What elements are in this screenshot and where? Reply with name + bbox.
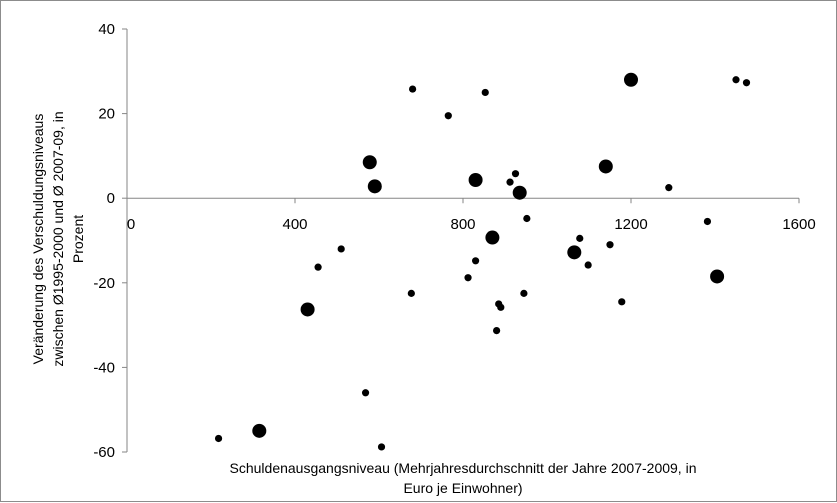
data-point-small — [409, 85, 417, 93]
data-point-small — [493, 326, 501, 335]
x-tick-label: 1200 — [614, 216, 647, 233]
y-axis-title-line: zwischen Ø1995-2000 und Ø 2007-09, in — [50, 111, 66, 366]
data-point-small — [732, 76, 740, 84]
tick-labels: 40 20 0 -20 -40 -60 0 400 800 1200 1600 — [93, 21, 815, 461]
data-point-small — [481, 88, 489, 97]
data-point-small — [506, 178, 514, 186]
x-axis-title-line: Euro je Einwohner) — [403, 480, 522, 496]
axes — [122, 28, 800, 453]
data-point-small — [523, 214, 531, 223]
data-point-small — [520, 289, 528, 297]
data-point-small — [377, 443, 386, 451]
x-axis-title-line: Schuldenausgangsniveau (Mehrjahresdurchs… — [230, 460, 697, 476]
data-point-small — [361, 389, 370, 397]
data-point-small — [464, 274, 472, 282]
x-tick-label: 800 — [450, 216, 475, 233]
y-axis-title-line: Prozent — [70, 215, 86, 263]
data-point-large — [252, 423, 267, 438]
data-point-small — [742, 79, 751, 87]
y-tick-label: 0 — [107, 190, 115, 207]
data-point-large — [710, 269, 725, 284]
data-point-small — [337, 245, 345, 253]
data-point-small — [606, 241, 614, 249]
data-point-large — [367, 179, 382, 194]
y-tick-label: 20 — [98, 106, 115, 123]
data-point-small — [314, 263, 322, 271]
data-point-small — [618, 298, 626, 306]
data-point-small — [703, 217, 712, 226]
data-point-large — [624, 72, 638, 87]
y-axis-title-line: Veränderung des Verschuldungsniveaus — [30, 114, 46, 365]
data-point-small — [511, 170, 520, 178]
data-point-small — [472, 257, 480, 265]
data-point-small — [497, 303, 505, 311]
axis-titles: Schuldenausgangsniveau (Mehrjahresdurchs… — [30, 111, 696, 496]
data-point-large — [567, 245, 582, 260]
data-point-small — [665, 184, 673, 192]
y-tick-label: -60 — [93, 444, 115, 461]
data-points — [214, 72, 751, 451]
y-tick-label: -40 — [93, 359, 115, 376]
data-point-large — [468, 173, 483, 188]
data-point-small — [444, 112, 452, 120]
data-point-small — [407, 289, 415, 297]
data-point-small — [214, 434, 223, 443]
data-point-large — [598, 159, 613, 174]
y-tick-label: -20 — [93, 275, 115, 292]
y-tick-label: 40 — [98, 21, 115, 38]
data-point-large — [512, 185, 527, 200]
data-point-small — [576, 234, 584, 242]
data-point-large — [362, 155, 377, 170]
x-tick-label: 400 — [282, 216, 307, 233]
x-tick-label: 0 — [127, 216, 135, 233]
x-tick-label: 1600 — [782, 216, 815, 233]
data-point-large — [300, 302, 315, 317]
data-point-small — [584, 261, 592, 269]
data-point-large — [485, 230, 500, 245]
